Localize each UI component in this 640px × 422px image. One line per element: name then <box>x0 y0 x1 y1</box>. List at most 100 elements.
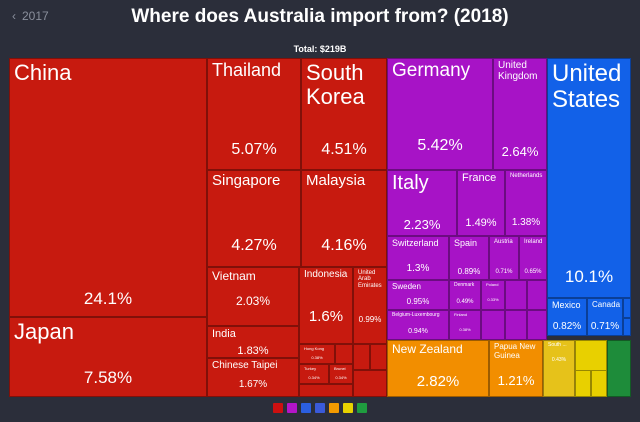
treemap-tile-japan[interactable]: Japan 7.58% <box>9 317 207 397</box>
europe-icon[interactable] <box>287 403 297 413</box>
tile-value: 4.51% <box>321 141 367 158</box>
tile-value: 5.42% <box>417 137 463 154</box>
tile-value: 0.34% <box>335 375 347 380</box>
chart-total: Total: $219B <box>293 44 347 54</box>
tile-label: Brunei <box>334 366 346 371</box>
region-legend <box>0 403 640 413</box>
tile-label: Netherlands <box>510 173 543 179</box>
tile-label: United Arab Emirates <box>358 270 382 289</box>
tile-value: 0.65% <box>524 269 542 275</box>
treemap-tile-unlabeled[interactable] <box>623 298 631 318</box>
treemap-tile-unlabeled[interactable] <box>607 340 631 397</box>
treemap-tile-singapore[interactable]: Singapore 4.27% <box>207 170 301 267</box>
treemap-tile-india[interactable]: India 1.83% <box>207 326 299 358</box>
treemap-tile-switzerland[interactable]: Switzerland 1.3% <box>387 236 449 280</box>
tile-value: 2.03% <box>235 294 271 308</box>
treemap-tile-denmark[interactable]: Denmark 0.49% <box>449 280 481 310</box>
tile-label: Japan <box>14 319 74 344</box>
treemap-tile-papua-new-guinea[interactable]: Papua New Guinea 1.21% <box>489 340 543 397</box>
treemap-tile-sweden[interactable]: Sweden 0.95% <box>387 280 449 310</box>
treemap-tile-unlabeled[interactable] <box>335 344 353 364</box>
treemap-tile-spain[interactable]: Spain 0.89% <box>449 236 489 280</box>
tile-value: 1.3% <box>406 263 430 274</box>
tile-label: United Kingdom <box>498 60 538 82</box>
treemap-tile-unlabeled[interactable] <box>299 384 353 397</box>
treemap-tile-finland[interactable]: Finland 0.38% <box>449 310 481 340</box>
treemap-tile-unlabeled[interactable] <box>527 310 547 340</box>
treemap-tile-belgium-luxembourg[interactable]: Belgium-Luxembourg 0.94% <box>387 310 449 340</box>
tile-label: Belgium-Luxembourg <box>392 312 440 318</box>
tile-label: Mexico <box>552 300 581 310</box>
treemap-tile-chinese-taipei[interactable]: Chinese Taipei 1.67% <box>207 358 299 397</box>
treemap-tile-south-korea[interactable]: South Korea 4.51% <box>301 58 387 170</box>
treemap-tile-united-kingdom[interactable]: United Kingdom 2.64% <box>493 58 547 170</box>
tile-label: Indonesia <box>304 269 348 280</box>
treemap-tile-netherlands[interactable]: Netherlands 1.38% <box>505 170 547 236</box>
tile-value: 0.99% <box>358 315 382 324</box>
tile-value: 0.89% <box>457 267 481 276</box>
oceania-icon[interactable] <box>315 403 325 413</box>
treemap: China 24.1% Japan 7.58% Thailand 5.07% South K… <box>9 58 631 397</box>
tile-label: Malaysia <box>306 172 366 189</box>
treemap-tile-unlabeled[interactable] <box>353 344 370 370</box>
tile-label: Chinese Taipei <box>212 360 278 371</box>
tile-label: Canada <box>592 300 621 309</box>
treemap-tile-thailand[interactable]: Thailand 5.07% <box>207 58 301 170</box>
tile-value: 0.43% <box>551 357 567 363</box>
asia-icon[interactable] <box>273 403 283 413</box>
treemap-tile-canada[interactable]: Canada 0.71% <box>587 298 623 336</box>
tile-value: 2.64% <box>501 144 539 159</box>
treemap-tile-italy[interactable]: Italy 2.23% <box>387 170 457 236</box>
treemap-tile-malaysia[interactable]: Malaysia 4.16% <box>301 170 387 267</box>
tile-label: South ... <box>548 342 567 348</box>
tile-label: New Zealand <box>392 342 463 356</box>
treemap-tile-germany[interactable]: Germany 5.42% <box>387 58 493 170</box>
treemap-tile-mexico[interactable]: Mexico 0.82% <box>547 298 587 336</box>
tile-value: 1.6% <box>308 308 344 325</box>
treemap-tile-unlabeled[interactable] <box>370 344 387 370</box>
treemap-tile-united-states[interactable]: United States 10.1% <box>547 58 631 298</box>
treemap-tile-france[interactable]: France 1.49% <box>457 170 505 236</box>
north-america-icon[interactable] <box>301 403 311 413</box>
tile-label: Singapore <box>212 172 281 189</box>
treemap-tile-turkey[interactable]: Turkey 0.34% <box>299 364 329 384</box>
tile-value: 24.1% <box>83 289 133 308</box>
treemap-tile-china[interactable]: China 24.1% <box>9 58 207 317</box>
treemap-tile-hong-kong[interactable]: Hong Kong 0.38% <box>299 344 335 364</box>
tile-label: Finland <box>454 312 468 317</box>
treemap-tile-vietnam[interactable]: Vietnam 2.03% <box>207 267 299 326</box>
treemap-tile-indonesia[interactable]: Indonesia 1.6% <box>299 267 353 344</box>
tile-label: India <box>212 328 236 340</box>
treemap-tile-brunei[interactable]: Brunei 0.34% <box>329 364 353 384</box>
tile-label: Germany <box>392 60 471 81</box>
tile-value: 1.67% <box>238 379 268 390</box>
tile-value: 1.38% <box>511 217 541 228</box>
tile-label: United States <box>552 60 622 113</box>
treemap-tile-poland[interactable]: Poland 0.33% <box>481 280 505 310</box>
header: ‹ 2017 Where does Australia import from? … <box>0 0 640 60</box>
treemap-tile-unlabeled[interactable] <box>623 318 631 336</box>
treemap-tile-unlabeled[interactable] <box>575 370 591 397</box>
treemap-tile-austria[interactable]: Austria 0.71% <box>489 236 519 280</box>
tile-label: Sweden <box>392 282 421 291</box>
treemap-tile-unlabeled[interactable] <box>591 370 607 397</box>
antarctica-icon[interactable] <box>357 403 367 413</box>
treemap-tile-unlabeled[interactable] <box>505 310 527 340</box>
tile-value: 0.95% <box>406 297 430 306</box>
tile-value: 10.1% <box>564 267 614 286</box>
treemap-tile-ireland[interactable]: Ireland 0.65% <box>519 236 547 280</box>
treemap-tile-new-zealand[interactable]: New Zealand 2.82% <box>387 340 489 397</box>
treemap-tile-unlabeled[interactable] <box>505 280 527 310</box>
back-link[interactable]: ‹ 2017 <box>12 9 49 23</box>
tile-label: Thailand <box>212 60 282 80</box>
south-america-icon[interactable] <box>329 403 339 413</box>
treemap-tile-unlabeled[interactable] <box>527 280 547 310</box>
chevron-left-icon: ‹ <box>12 9 16 23</box>
tile-label: China <box>14 60 72 85</box>
tile-value: 0.49% <box>456 299 474 305</box>
treemap-tile-unlabeled[interactable] <box>481 310 505 340</box>
treemap-tile-south[interactable]: South ... 0.43% <box>543 340 575 397</box>
africa-icon[interactable] <box>343 403 353 413</box>
treemap-tile-united-arab-emirates[interactable]: United Arab Emirates 0.99% <box>353 267 387 344</box>
treemap-tile-unlabeled[interactable] <box>353 370 387 397</box>
